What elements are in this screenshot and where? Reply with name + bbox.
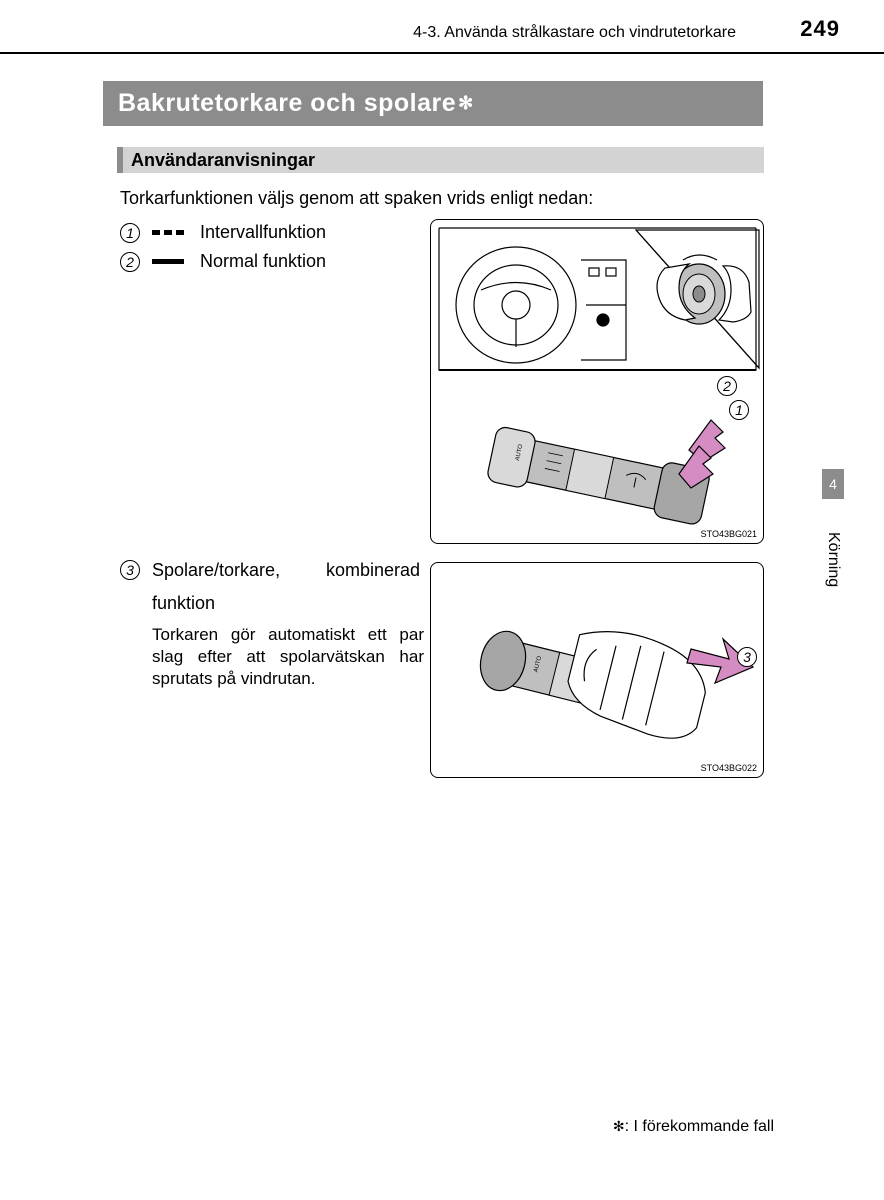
item3-title-b: kombinerad	[326, 560, 420, 581]
function-item-2: 2 Normal funktion	[120, 251, 410, 272]
callout-3: 3	[737, 647, 757, 667]
figure-2: AUTO 3 STO43BG022	[430, 562, 764, 778]
footnote: ✻: I förekommande fall	[613, 1118, 774, 1136]
step-number-2: 2	[120, 252, 140, 272]
header-breadcrumb: 4-3. Använda strålkastare och vindruteto…	[413, 24, 736, 42]
item3-description: Torkaren gör automatiskt ett par slag ef…	[152, 624, 424, 690]
callout-2: 2	[717, 376, 737, 396]
function-label-1: Intervallfunktion	[200, 222, 326, 243]
step-number-1: 1	[120, 223, 140, 243]
figure-1-bottom: AUTO 2 1 STO43BG021	[431, 378, 763, 543]
page-number: 249	[800, 16, 840, 42]
subsection-bar: Användaranvisningar	[117, 147, 764, 173]
callout-1: 1	[729, 400, 749, 420]
chapter-tab-number: 4	[829, 476, 837, 492]
intro-text: Torkarfunktionen väljs genom att spaken …	[120, 188, 593, 209]
subsection-accent	[117, 147, 123, 173]
main-title-asterisk: ✻	[458, 93, 473, 114]
item3-block: 3 Spolare/torkare, kombinerad funktion T…	[120, 560, 420, 690]
chapter-tab: 4	[822, 469, 844, 499]
main-title-bar: Bakrutetorkare och spolare ✻	[103, 81, 763, 126]
header-rule	[0, 52, 884, 54]
item3-title-line2: funktion	[152, 593, 420, 614]
item3-header: 3 Spolare/torkare, kombinerad	[120, 560, 420, 581]
footnote-text: : I förekommande fall	[625, 1118, 774, 1135]
item3-title-a: Spolare/torkare,	[152, 560, 280, 581]
footnote-asterisk: ✻	[613, 1118, 625, 1134]
figure-1-top	[431, 220, 763, 378]
function-item-1: 1 Intervallfunktion	[120, 222, 410, 243]
function-list: 1 Intervallfunktion 2 Normal funktion	[120, 222, 410, 280]
figure-1: AUTO 2 1 STO43BG021	[430, 219, 764, 544]
interval-symbol-icon	[152, 230, 184, 235]
function-label-2: Normal funktion	[200, 251, 326, 272]
chapter-side-label: Körning	[824, 532, 842, 587]
figure-1-ref: STO43BG021	[701, 529, 757, 539]
figure-2-ref: STO43BG022	[701, 763, 757, 773]
normal-symbol-icon	[152, 259, 184, 264]
step-number-3: 3	[120, 560, 140, 580]
main-title-text: Bakrutetorkare och spolare	[118, 89, 456, 118]
subsection-title: Användaranvisningar	[131, 150, 315, 171]
